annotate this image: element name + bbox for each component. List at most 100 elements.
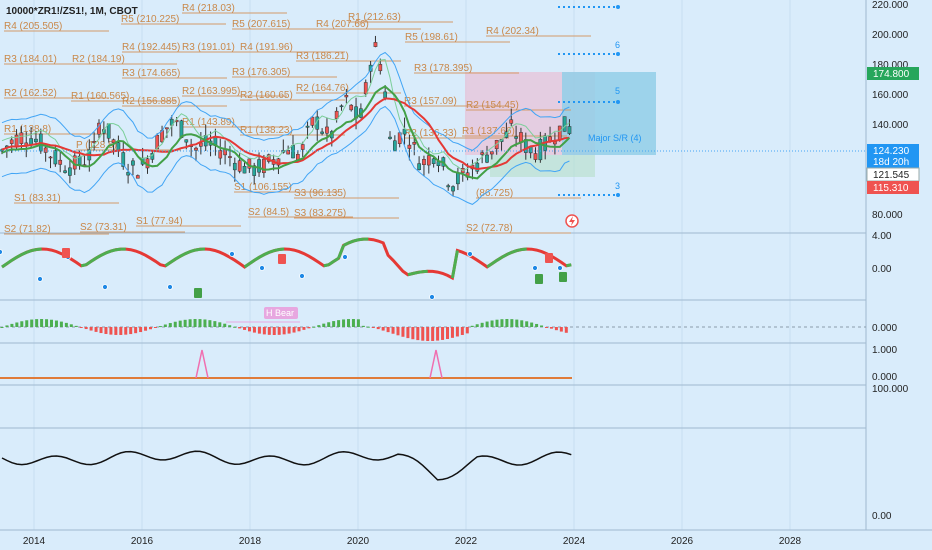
pivot-level-label: R3 (186.21)	[296, 51, 349, 62]
price-axis-label: 200.000	[872, 30, 909, 41]
histogram-bar	[421, 327, 425, 341]
candle	[480, 152, 484, 155]
pivot-level-label: R4 (205.505)	[4, 21, 62, 32]
histogram-bar	[545, 327, 548, 328]
oscillator-segment-up	[194, 247, 201, 252]
price-tag-green	[867, 67, 919, 80]
histogram-bar	[35, 319, 39, 327]
time-axis-label: 2020	[347, 536, 370, 547]
oscillator-segment-up	[85, 260, 92, 266]
histogram-bar	[500, 319, 504, 327]
oscillator-segment-up	[1, 262, 8, 269]
oscillator-segment-up	[450, 250, 459, 279]
oscillator-segment-up	[496, 255, 503, 262]
histogram-bar	[119, 327, 123, 335]
oscillator-segment-up	[506, 250, 513, 256]
histogram-bar	[74, 325, 78, 327]
candle	[422, 159, 426, 165]
histogram-bar	[436, 327, 440, 341]
histogram-bar	[342, 319, 346, 327]
oscillator-signal-flag	[278, 254, 286, 264]
candle	[562, 116, 567, 132]
alert-icon[interactable]	[565, 214, 579, 228]
chart-symbol-title[interactable]: 10000*ZR1!/ZS1!, 1M, CBOT	[6, 6, 138, 17]
pivot-level-label: R2 (162.52)	[4, 88, 57, 99]
oscillator-segment-up	[253, 255, 261, 262]
candle	[417, 163, 421, 170]
histogram-bar	[183, 319, 187, 327]
histogram-bar	[322, 323, 326, 327]
oscillator-pivot-dot	[342, 254, 348, 260]
price-axis-label: 160.000	[872, 90, 909, 101]
histogram-bar	[317, 325, 321, 327]
candle	[344, 94, 349, 98]
pivot-level-label: R3 (174.665)	[122, 68, 180, 79]
candle	[475, 162, 480, 172]
oscillator-segment-up	[491, 259, 498, 265]
time-axis-label: 2018	[239, 536, 262, 547]
histogram-bar	[450, 327, 454, 338]
histogram-bar	[332, 321, 336, 327]
envelope-line	[1, 59, 570, 172]
histogram-bar	[292, 327, 296, 333]
oscillator-segment-up	[243, 262, 251, 269]
histogram-bar	[208, 320, 212, 327]
candle	[286, 149, 290, 155]
histogram-bar	[178, 320, 182, 327]
oscillator-pivot-dot	[532, 265, 538, 271]
histogram-bar	[554, 327, 558, 331]
histogram-bar	[347, 319, 350, 327]
histogram-bar	[401, 327, 405, 337]
candle	[363, 82, 368, 95]
time-axis-label: 2024	[563, 536, 586, 547]
candle	[451, 186, 455, 192]
histogram-bar	[455, 327, 459, 337]
candle	[242, 165, 247, 174]
oscillator-segment-up	[16, 253, 23, 259]
histogram-bar	[337, 320, 341, 327]
candle	[135, 175, 140, 179]
histogram-bar	[535, 323, 539, 327]
pane-axis-label-histogram: 0.000	[872, 323, 897, 334]
histogram-bar	[376, 327, 380, 330]
oscillator-signal-flag	[535, 274, 543, 284]
histogram-bar	[153, 327, 157, 328]
candle	[106, 123, 111, 139]
candle	[305, 125, 310, 128]
candle	[97, 122, 101, 135]
candle	[111, 139, 116, 143]
candle	[339, 105, 344, 108]
major-sr-label: Major S/R (4)	[588, 133, 642, 143]
pivot-level-label: R5 (198.61)	[405, 32, 458, 43]
svg-text:115.310: 115.310	[873, 183, 909, 194]
svg-text:121.545: 121.545	[873, 170, 910, 181]
candle	[378, 64, 383, 72]
time-axis-label: 2014	[23, 536, 46, 547]
oscillator-segment-up	[189, 248, 196, 254]
histogram-bar	[10, 323, 14, 327]
candle	[184, 139, 189, 143]
histogram-bar	[0, 327, 4, 328]
histogram-bar	[223, 323, 227, 327]
pivot-level-label: R2 (160.65)	[240, 90, 293, 101]
oscillator-segment-up	[511, 249, 518, 254]
pivot-level-label: S1 (106.155)	[234, 182, 292, 193]
oscillator-segment-up	[26, 249, 33, 254]
price-tag-current	[867, 144, 919, 168]
svg-text:124.230: 124.230	[873, 146, 910, 157]
oscillator-segment-up	[80, 263, 87, 268]
histogram-bar	[490, 320, 494, 327]
pivot-level-label: S1 (77.94)	[136, 216, 183, 227]
histogram-bar	[64, 322, 68, 327]
histogram-bar	[505, 319, 509, 327]
pivot-level-label: P (128.5)	[76, 140, 117, 151]
histogram-bar	[134, 327, 138, 334]
oscillator-segment-up	[353, 238, 359, 243]
price-axis-label: 220.000	[872, 0, 909, 11]
oscillator-segment-up	[273, 247, 280, 253]
histogram-bar	[386, 327, 390, 333]
pivot-level-label: R1 (137.66)	[462, 126, 515, 137]
candle	[48, 156, 53, 159]
